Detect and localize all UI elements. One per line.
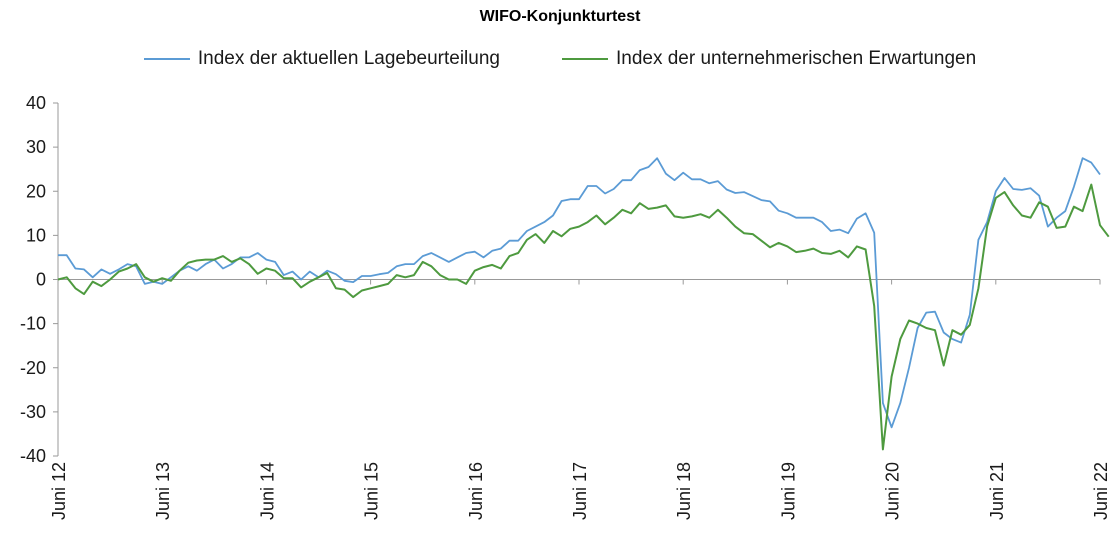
legend-swatch-erwartungen [561,58,608,60]
legend-label-lagebeurteilung: Index der aktuellen Lagebeurteilung [197,48,500,69]
x-tick-label: Juni 13 [153,462,173,520]
legend-item-lagebeurteilung: Index der aktuellen Lagebeurteilung [143,48,500,70]
x-tick-label: Juni 14 [257,462,277,520]
x-tick-label: Juni 16 [466,462,486,520]
x-tick-label: Juni 19 [778,462,798,520]
legend-item-erwartungen: Index der unternehmerischen Erwartungen [561,48,977,70]
series-layer [57,157,1110,451]
y-tick-label: -30 [20,402,46,422]
x-tick-label: Juni 18 [674,462,694,520]
x-tick-label: Juni 17 [570,462,590,520]
x-tick-label: Juni 20 [883,462,903,520]
y-tick-label: 20 [26,181,46,201]
axes [53,102,1101,457]
legend-label-erwartungen: Index der unternehmerischen Erwartungen [615,48,977,69]
y-tick-label: 30 [26,137,46,157]
y-tick-label: 40 [26,93,46,113]
series-line-lagebeurteilung [58,157,1101,429]
y-tick-label: -40 [20,446,46,466]
x-tick-label: Juni 15 [362,462,382,520]
series-line-erwartungen [57,183,1110,451]
y-tick-label: -20 [20,358,46,378]
y-tick-label: 0 [36,270,46,290]
y-tick-label: 10 [26,225,46,245]
legend-swatch-lagebeurteilung [143,58,190,60]
y-tick-label: -10 [20,314,46,334]
chart-title: WIFO-Konjunkturtest [479,8,641,25]
x-tick-label: Juni 21 [987,462,1007,520]
x-tick-label: Juni 12 [49,462,69,520]
legend: Index der aktuellen Lagebeurteilung Inde… [0,48,1120,70]
x-tick-label: Juni 22 [1091,462,1111,520]
